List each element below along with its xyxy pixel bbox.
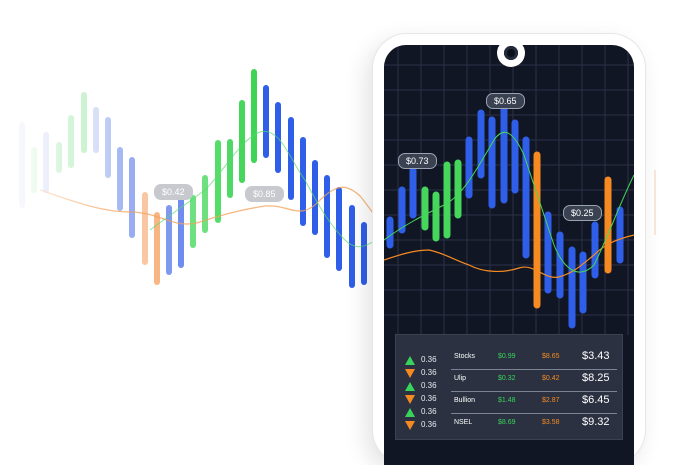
asset-name: Ulip bbox=[454, 375, 467, 382]
arrow-down-icon bbox=[405, 369, 415, 378]
value-price: $3.43 bbox=[582, 350, 610, 362]
row-divider bbox=[451, 369, 617, 370]
value-green: $1.48 bbox=[498, 397, 516, 404]
change-percent: 0.36 bbox=[421, 420, 437, 429]
price-label: $0.85 bbox=[245, 186, 284, 202]
indicator-row: 0.36 bbox=[396, 390, 446, 410]
price-label: $0.42 bbox=[154, 184, 193, 200]
moving-average-line bbox=[39, 186, 386, 231]
value-orange: $3.58 bbox=[542, 419, 560, 426]
value-price: $8.25 bbox=[582, 372, 610, 384]
moving-average-line bbox=[384, 234, 634, 278]
row-divider bbox=[451, 391, 617, 392]
indicator-row: 0.36 bbox=[396, 351, 446, 371]
asset-name: NSEL bbox=[454, 419, 473, 426]
value-green: $8.69 bbox=[498, 419, 516, 426]
row-divider bbox=[451, 413, 617, 414]
stock-chart-illustration: $0.42 $0.85 $0.73 $0.65 $0.25 Stocks $0.… bbox=[0, 0, 656, 465]
indicator-row: 0.36 bbox=[396, 377, 446, 397]
arrow-down-icon bbox=[405, 395, 415, 404]
price-label: $0.65 bbox=[486, 93, 525, 109]
value-green: $0.32 bbox=[498, 375, 516, 382]
table-row[interactable]: Stocks $0.99 $8.65 $3.43 bbox=[396, 349, 622, 369]
price-label: $0.73 bbox=[398, 153, 437, 169]
value-orange: $2.87 bbox=[542, 397, 560, 404]
fade-overlay bbox=[0, 0, 120, 451]
value-price: $6.45 bbox=[582, 394, 610, 406]
background-candlestick-chart bbox=[0, 0, 656, 451]
value-price: $9.32 bbox=[582, 416, 610, 428]
value-orange: $0.42 bbox=[542, 375, 560, 382]
change-percent: 0.36 bbox=[421, 368, 437, 377]
price-label: $0.25 bbox=[563, 205, 602, 221]
indicator-row: 0.36 bbox=[396, 364, 446, 384]
change-percent: 0.36 bbox=[421, 407, 437, 416]
asset-name: Bullion bbox=[454, 397, 476, 404]
arrow-up-icon bbox=[405, 408, 415, 417]
change-percent: 0.36 bbox=[421, 394, 437, 403]
camera-icon bbox=[504, 46, 518, 60]
asset-name: Stocks bbox=[454, 353, 476, 360]
change-percent: 0.36 bbox=[421, 381, 437, 390]
indicator-row: 0.36 bbox=[396, 416, 446, 436]
trend-line bbox=[384, 131, 634, 273]
market-table: Stocks $0.99 $8.65 $3.43 Ulip $0.32 $0.4… bbox=[395, 334, 623, 440]
value-orange: $8.65 bbox=[542, 353, 560, 360]
trend-line bbox=[149, 130, 376, 248]
indicator-row: 0.36 bbox=[396, 403, 446, 423]
table-row[interactable]: Bullion $1.48 $2.87 $6.45 bbox=[396, 393, 622, 413]
screen-candlestick-chart bbox=[384, 45, 634, 335]
table-row[interactable]: Ulip $0.32 $0.42 $8.25 bbox=[396, 371, 622, 391]
arrow-down-icon bbox=[405, 421, 415, 430]
table-row[interactable]: NSEL $8.69 $3.58 $9.32 bbox=[396, 415, 622, 435]
arrow-up-icon bbox=[405, 382, 415, 391]
value-green: $0.99 bbox=[498, 353, 516, 360]
change-percent: 0.36 bbox=[421, 355, 437, 364]
arrow-up-icon bbox=[405, 356, 415, 365]
